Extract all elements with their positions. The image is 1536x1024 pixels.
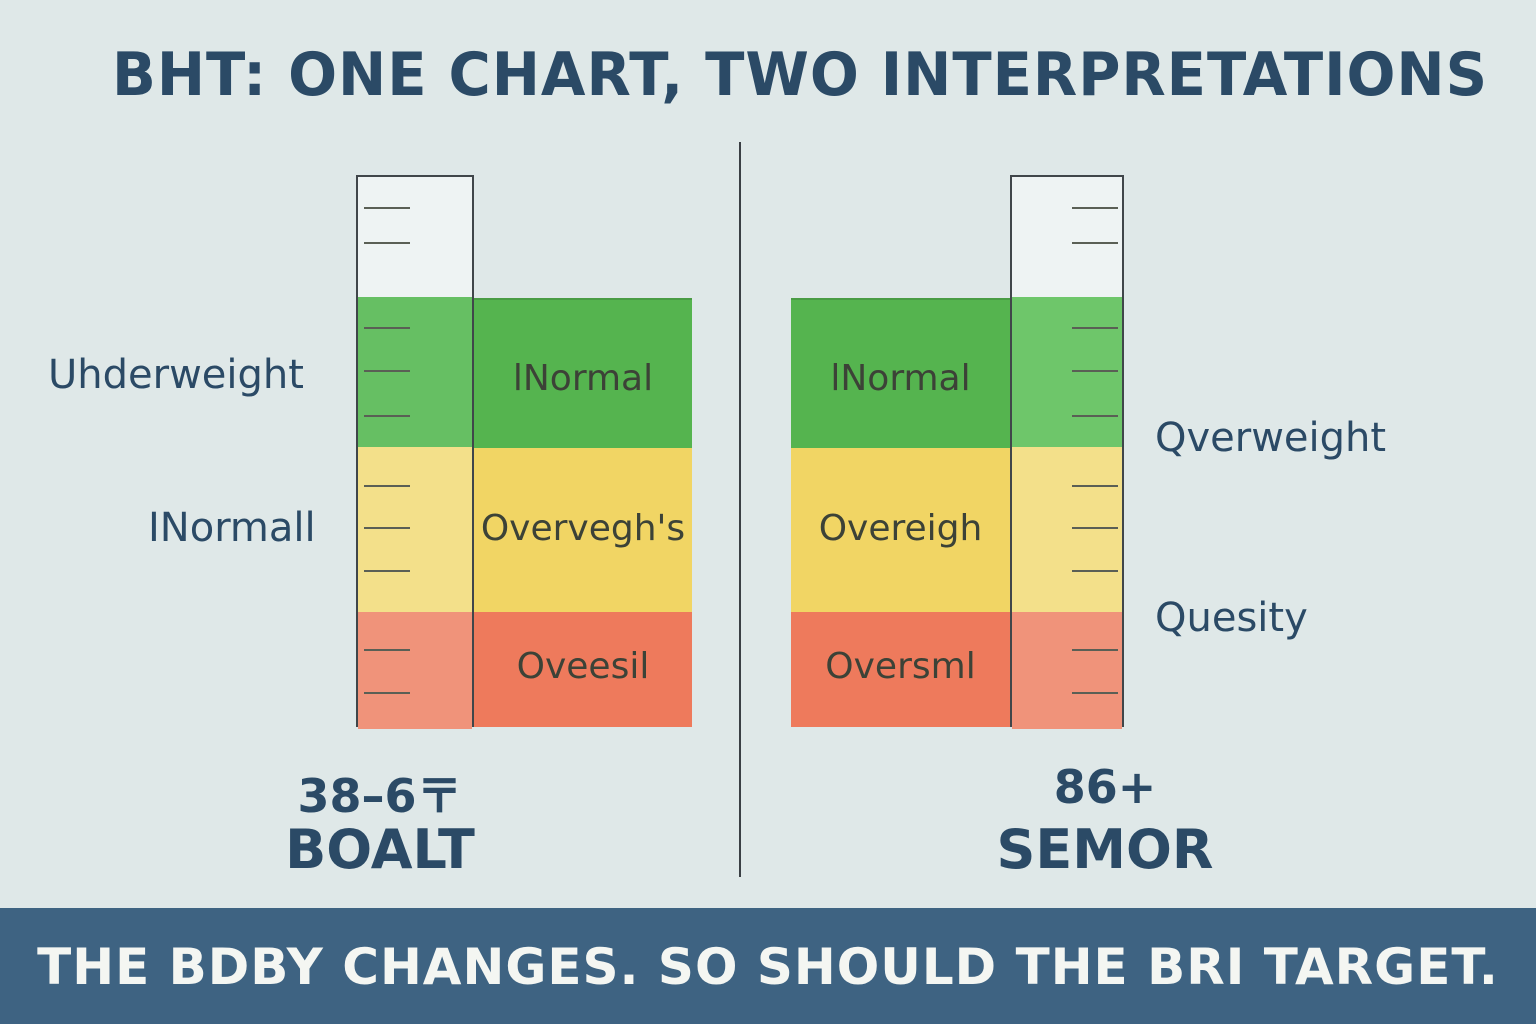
right-ruler-red-zone (1012, 612, 1122, 729)
tick-mark (364, 242, 410, 244)
tick-mark (364, 570, 410, 572)
chart-title: BHT: ONE CHART, TWO INTERPRETATIONS (111, 40, 1489, 110)
tick-mark (1072, 570, 1118, 572)
right-band-obese: Oversml (791, 612, 1010, 727)
left-label-normal: INormall (148, 505, 316, 551)
right-ruler-empty-zone (1012, 177, 1122, 297)
tick-mark (1072, 527, 1118, 529)
left-ruler-red-zone (358, 612, 472, 729)
tick-mark (1072, 242, 1118, 244)
right-band-obese-label: Oversml (825, 646, 976, 687)
tick-mark (1072, 207, 1118, 209)
right-ruler-yellow-zone (1012, 447, 1122, 612)
left-ruler-green-zone (358, 297, 472, 447)
tick-mark (364, 692, 410, 694)
right-ruler-green-zone (1012, 297, 1122, 447)
panel-divider (739, 142, 741, 877)
tick-mark (364, 370, 410, 372)
tick-mark (364, 485, 410, 487)
footer-message: THE BDBY CHANGES. SO SHOULD THE BRI TARG… (37, 938, 1499, 996)
tick-mark (364, 415, 410, 417)
left-band-overweight: Overvegh's (474, 448, 692, 612)
left-ruler-empty-zone (358, 177, 472, 297)
left-band-overweight-label: Overvegh's (480, 508, 686, 549)
tick-mark (364, 527, 410, 529)
tick-mark (1072, 485, 1118, 487)
footer-banner: THE BDBY CHANGES. SO SHOULD THE BRI TARG… (0, 908, 1536, 1024)
right-band-normal: lNormal (791, 298, 1010, 448)
tick-mark (364, 207, 410, 209)
tick-mark (1072, 649, 1118, 651)
right-band-overweight-label: Overeigh (818, 508, 983, 549)
tick-mark (364, 327, 410, 329)
left-ruler-yellow-zone (358, 447, 472, 612)
left-label-underweight: Uhderweight (48, 352, 304, 398)
right-ruler-column (1010, 175, 1124, 729)
right-band-normal-label: lNormal (830, 358, 971, 399)
left-band-normal-label: lNormal (512, 358, 654, 399)
tick-mark (1072, 370, 1118, 372)
left-band-obese-label: Oveesil (516, 646, 650, 687)
tick-mark (1072, 327, 1118, 329)
right-age-range: 86+ (1053, 760, 1157, 814)
left-age-range: 38–6〒 (297, 769, 463, 823)
left-group-label: BOALT (285, 818, 475, 881)
left-ruler-column (356, 175, 474, 729)
right-label-overweight: Qverweight (1155, 415, 1387, 461)
right-group-label: SEMOR (996, 818, 1214, 881)
tick-mark (1072, 692, 1118, 694)
right-label-obesity: Quesity (1155, 595, 1308, 641)
tick-mark (364, 649, 410, 651)
tick-mark (1072, 415, 1118, 417)
right-band-overweight: Overeigh (791, 448, 1010, 612)
left-band-normal: lNormal (474, 298, 692, 448)
left-band-obese: Oveesil (474, 612, 692, 727)
